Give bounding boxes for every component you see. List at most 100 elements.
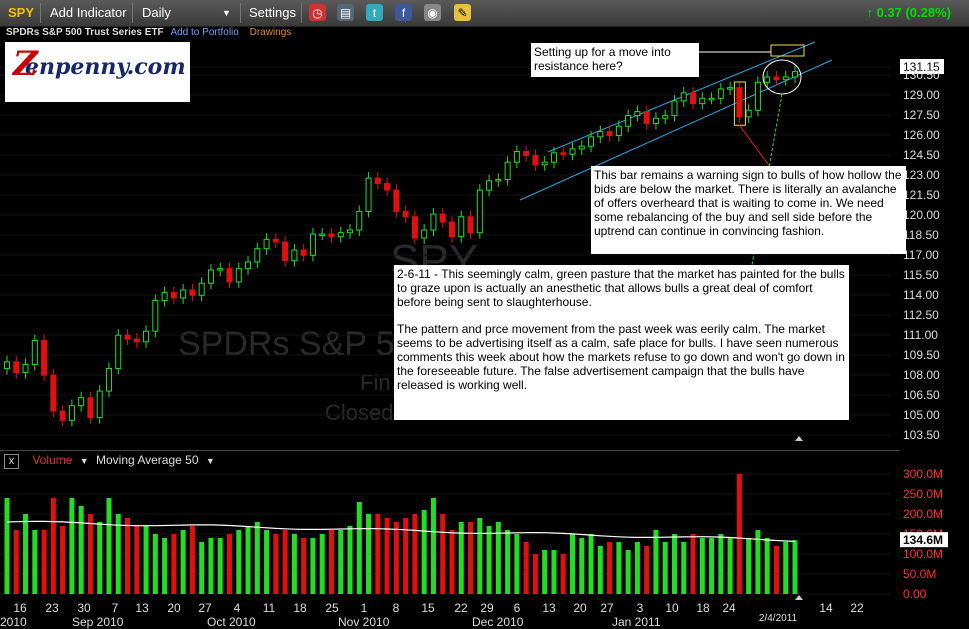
- candle-body: [541, 161, 548, 166]
- candle-body: [347, 229, 354, 234]
- price-tick-label: 129.00: [903, 88, 940, 102]
- volume-bar: [226, 534, 232, 594]
- interval-select[interactable]: Daily: [142, 5, 171, 20]
- volume-bar: [773, 546, 779, 594]
- month-label: 2010: [0, 615, 27, 629]
- watermark-status: Closed: [325, 400, 393, 425]
- add-to-portfolio-link[interactable]: Add to Portfolio: [170, 27, 239, 38]
- candle-body: [198, 282, 205, 296]
- drawings-link[interactable]: Drawings: [249, 27, 292, 38]
- volume-bar: [356, 502, 362, 594]
- candle-body: [532, 155, 539, 166]
- x-tick-label: 4: [234, 601, 241, 615]
- book-icon[interactable]: ▤: [337, 4, 354, 21]
- x-tick-label: 18: [696, 601, 710, 615]
- warning-pointer: [738, 124, 772, 169]
- x-tick-label: 14: [819, 601, 833, 615]
- volume-bar: [319, 534, 325, 594]
- volume-bar: [607, 542, 613, 594]
- volume-bar: [393, 522, 399, 594]
- price-tick-label: 127.50: [903, 108, 940, 122]
- candle-body: [374, 177, 381, 184]
- add-indicator-button[interactable]: Add Indicator: [50, 5, 127, 20]
- candle-body: [41, 340, 48, 376]
- candle-body: [402, 210, 409, 218]
- candle-body: [133, 338, 140, 343]
- note-icon[interactable]: ✎: [454, 4, 471, 21]
- month-label: Oct 2010: [207, 615, 256, 629]
- x-tick-label: 7: [112, 601, 119, 615]
- price-tick-label: 121.50: [903, 188, 940, 202]
- candle-body: [152, 300, 159, 332]
- facebook-icon[interactable]: f: [395, 4, 412, 21]
- candle-body: [578, 145, 585, 150]
- candle-body: [662, 115, 669, 119]
- volume-bar: [134, 526, 140, 594]
- volume-bar: [412, 514, 418, 594]
- volume-tick-label: 100.0M: [903, 547, 943, 561]
- volume-bar: [13, 530, 19, 594]
- volume-bar: [644, 546, 650, 594]
- x-tick-label: 18: [293, 601, 307, 615]
- price-tick-label: 120.00: [903, 208, 940, 222]
- camera-icon[interactable]: ◉: [424, 4, 441, 21]
- volume-tick-label: 50.0M: [903, 567, 936, 581]
- time-axis: 16 23 30 7 13 20 27 4 11 18 25 1 8 15 22 29 6 13 20 27 3 10 18…: [0, 436, 864, 629]
- volume-bar: [495, 522, 501, 594]
- toolbar-divider: [301, 3, 302, 23]
- candle-body: [356, 210, 363, 231]
- x-icon[interactable]: x: [4, 454, 19, 469]
- candle-body: [643, 111, 650, 125]
- volume-tick-label: 0.00: [903, 587, 927, 601]
- volume-bar: [310, 538, 316, 594]
- price-tick-label: 114.00: [903, 288, 939, 302]
- volume-bar: [245, 526, 251, 594]
- candle-body: [31, 340, 38, 365]
- panel-divider: [0, 450, 900, 451]
- volume-bar: [143, 526, 149, 594]
- candle-body: [337, 232, 344, 238]
- price-tick-label: 106.50: [903, 388, 940, 402]
- clock-icon[interactable]: ◷: [309, 4, 326, 21]
- annotation-commentary: 2-6-11 - This seemingly calm, green past…: [394, 265, 849, 420]
- ticker-symbol[interactable]: SPY: [8, 5, 35, 20]
- chevron-down-icon[interactable]: ▼: [79, 456, 89, 466]
- candle-body: [78, 397, 85, 407]
- volume-bar: [328, 530, 334, 594]
- toolbar-divider: [132, 3, 133, 23]
- volume-bar: [440, 514, 446, 594]
- candle-body: [699, 97, 706, 105]
- x-tick-label: 24: [722, 601, 736, 615]
- candle-body: [319, 233, 326, 237]
- candle-body: [226, 268, 233, 283]
- candle-body: [365, 177, 372, 212]
- volume-bar: [403, 518, 409, 594]
- commentary-paragraph: 2-6-11 - This seemingly calm, green past…: [397, 267, 845, 309]
- candle-body: [291, 249, 298, 262]
- twitter-icon[interactable]: t: [366, 4, 383, 21]
- x-tick-label: 1: [361, 601, 368, 615]
- x-tick-label: 13: [542, 601, 556, 615]
- scroll-marker-icon: [795, 436, 803, 441]
- volume-bar: [338, 530, 344, 594]
- channel-lower-line: [519, 59, 833, 201]
- volume-bar: [384, 518, 390, 594]
- chevron-down-icon[interactable]: ▼: [222, 8, 231, 18]
- volume-bar: [755, 530, 761, 594]
- volume-bar: [579, 538, 585, 594]
- volume-bar: [551, 550, 557, 594]
- volume-axis: 300.0M250.0M200.0M150.0M100.0M50.0M0.001…: [900, 467, 948, 601]
- volume-bar: [718, 534, 724, 594]
- volume-bar: [78, 506, 84, 594]
- chevron-down-icon[interactable]: ▼: [205, 456, 215, 466]
- x-tick-label: 20: [167, 601, 181, 615]
- volume-bar: [180, 530, 186, 594]
- candlestick-series: [4, 65, 798, 427]
- candle-body: [217, 268, 224, 271]
- candle-body: [411, 216, 418, 239]
- settings-button[interactable]: Settings: [249, 5, 296, 20]
- x-tick-label: 2/4/2011: [759, 613, 798, 624]
- candle-body: [393, 189, 400, 212]
- volume-bar: [301, 538, 307, 594]
- price-tick-label: 109.50: [903, 348, 940, 362]
